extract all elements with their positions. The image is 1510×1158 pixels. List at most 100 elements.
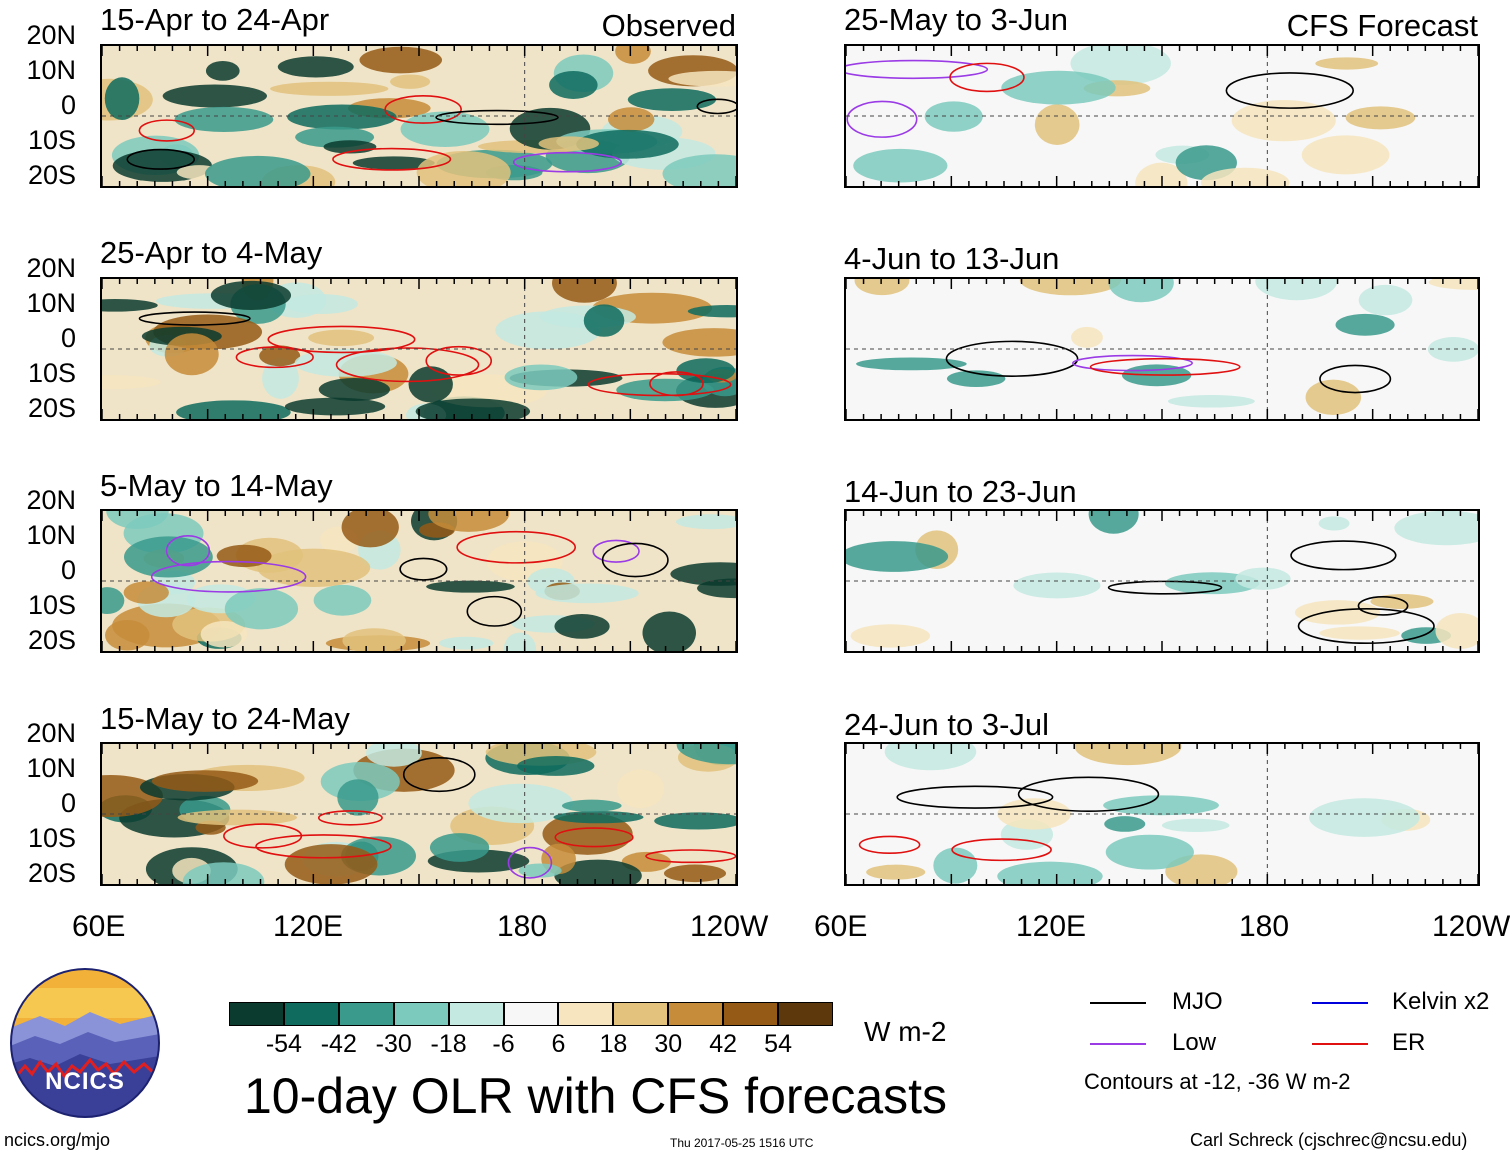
- olr-anomaly-region: [1088, 511, 1139, 534]
- lat-tick-label: 10N: [26, 288, 76, 318]
- olr-anomaly-region: [687, 305, 736, 318]
- contour-line: [317, 810, 383, 826]
- olr-anomaly-region: [517, 755, 595, 776]
- olr-map-panel: [100, 742, 738, 886]
- legend-swatch-mjo: [1090, 1002, 1146, 1004]
- olr-anomaly-region: [182, 862, 265, 884]
- olr-anomaly-region: [846, 541, 949, 572]
- lat-tick-label: 20N: [26, 718, 76, 748]
- lat-tick-label: 0: [60, 788, 76, 818]
- observed-header: Observed: [601, 8, 736, 43]
- olr-anomaly-region: [617, 769, 664, 809]
- contour-levels-note: Contours at -12, -36 W m-2: [1084, 1069, 1351, 1094]
- contour-line: [332, 147, 452, 171]
- contour-line: [267, 325, 416, 354]
- lat-tick-label: 20S: [27, 393, 76, 423]
- lon-tick-label: 120W: [1432, 910, 1510, 943]
- contour-line: [645, 849, 736, 864]
- contour-line: [126, 148, 196, 170]
- contour-line: [1319, 364, 1392, 394]
- olr-anomaly-region: [102, 587, 125, 615]
- contour-line: [951, 838, 1052, 862]
- olr-anomaly-region: [359, 46, 443, 74]
- olr-anomaly-region: [1345, 106, 1416, 130]
- olr-anomaly-region: [1019, 279, 1122, 296]
- olr-anomaly-region: [284, 844, 378, 884]
- colorbar-cell: [283, 1002, 339, 1026]
- colorbar-cell: [338, 1002, 394, 1026]
- contour-line: [335, 347, 480, 383]
- olr-anomaly-region: [415, 398, 531, 419]
- contour-line: [649, 371, 704, 397]
- footer-url[interactable]: ncics.org/mjo: [4, 1130, 111, 1150]
- olr-anomaly-region: [204, 155, 311, 186]
- olr-anomaly-region: [1428, 279, 1478, 290]
- colorbar-cell: [229, 1002, 284, 1026]
- lon-tick-label: 120E: [273, 910, 344, 943]
- olr-anomaly-region: [627, 88, 717, 112]
- colorbar-tick-label: -54: [265, 1030, 302, 1058]
- olr-anomaly-region: [1001, 70, 1116, 105]
- colorbar: [229, 1002, 833, 1026]
- colorbar-cell: [613, 1002, 669, 1026]
- lon-tick-label: 120E: [1016, 910, 1087, 943]
- olr-anomaly-region: [1305, 379, 1362, 416]
- olr-anomaly-region: [259, 345, 301, 367]
- contour-line: [554, 827, 634, 848]
- lat-tick-label: 10N: [26, 55, 76, 85]
- olr-anomaly-region: [1309, 798, 1420, 837]
- lat-tick-label: 20S: [27, 858, 76, 888]
- lat-tick-label: 0: [60, 90, 76, 120]
- contour-line: [402, 757, 476, 793]
- olr-anomaly-region: [924, 101, 983, 132]
- contour-line: [435, 109, 559, 126]
- colorbar-tick-label: 54: [764, 1030, 792, 1058]
- olr-anomaly-region: [313, 584, 372, 616]
- olr-anomaly-region: [352, 156, 435, 170]
- colorbar-tick-label: 30: [654, 1030, 683, 1058]
- olr-anomaly-region: [654, 812, 736, 830]
- panel-period-title: 15-Apr to 24-Apr: [100, 2, 330, 37]
- panel-period-title: 24-Jun to 3-Jul: [844, 707, 1050, 742]
- olr-anomaly-region: [102, 299, 158, 312]
- panel-period-title: 14-Jun to 23-Jun: [844, 474, 1077, 509]
- chart-title: 10-day OLR with CFS forecasts: [244, 1068, 948, 1124]
- olr-map: [102, 744, 736, 884]
- footer-timestamp: Thu 2017-05-25 1516 UTC: [670, 1136, 814, 1150]
- olr-map-panel: [100, 44, 738, 188]
- contour-line: [858, 835, 921, 854]
- olr-anomaly-region: [1105, 834, 1194, 870]
- forecast-header: CFS Forecast: [1286, 8, 1478, 43]
- colorbar-cell: [778, 1002, 833, 1026]
- contour-line: [587, 372, 732, 397]
- olr-anomaly-region: [342, 628, 406, 651]
- olr-anomaly-region: [1394, 511, 1478, 546]
- lat-tick-label: 0: [60, 555, 76, 585]
- olr-anomaly-region: [1104, 816, 1146, 832]
- olr-anomaly-region: [670, 562, 736, 586]
- olr-anomaly-region: [400, 111, 490, 148]
- lon-tick-label: 180: [1239, 910, 1290, 943]
- colorbar-tick-label: -6: [492, 1030, 515, 1058]
- olr-anomaly-region: [102, 375, 161, 390]
- olr-anomaly-region: [438, 636, 494, 650]
- olr-anomaly-region: [642, 611, 696, 651]
- olr-anomaly-region: [668, 70, 736, 87]
- contour-line: [1017, 776, 1160, 813]
- olr-anomaly-region: [177, 809, 298, 826]
- olr-anomaly-region: [205, 61, 240, 81]
- lat-tick-label: 10S: [27, 125, 76, 155]
- olr-anomaly-region: [174, 106, 274, 132]
- olr-anomaly-region: [429, 833, 490, 862]
- lat-tick-label: 20S: [27, 625, 76, 655]
- olr-anomaly-region: [318, 377, 390, 402]
- panel-period-title: 15-May to 24-May: [100, 701, 350, 736]
- olr-anomaly-region: [1167, 395, 1255, 408]
- olr-map-panel: [844, 277, 1480, 421]
- contour-line: [235, 346, 314, 369]
- olr-anomaly-region: [676, 744, 736, 765]
- olr-anomaly-region: [549, 70, 598, 99]
- olr-anomaly-region: [151, 770, 259, 792]
- olr-anomaly-region: [854, 279, 910, 296]
- colorbar-cell: [723, 1002, 779, 1026]
